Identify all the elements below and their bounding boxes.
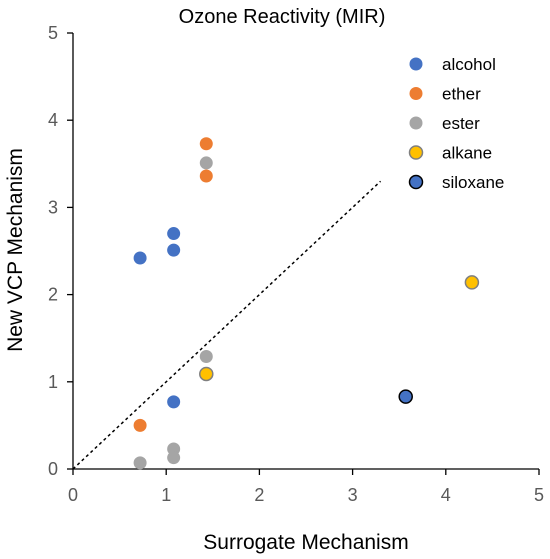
legend-marker-ester xyxy=(409,116,423,130)
x-tick-label: 1 xyxy=(161,485,171,505)
x-axis-title: Surrogate Mechanism xyxy=(203,531,408,554)
legend-label-ester: ester xyxy=(442,114,480,133)
data-point-ether xyxy=(199,137,213,151)
x-tick-label: 3 xyxy=(348,485,358,505)
legend-marker-siloxane xyxy=(408,174,424,190)
legend-marker-alcohol xyxy=(409,57,423,71)
data-point-ester xyxy=(167,451,181,465)
y-axis-title: New VCP Mechanism xyxy=(4,148,27,352)
legend-label-alkane: alkane xyxy=(442,144,492,163)
x-tick-label: 0 xyxy=(68,485,78,505)
y-tick-label: 3 xyxy=(48,197,58,217)
data-point-alcohol xyxy=(167,243,181,257)
tick-labels: 0 1 2 3 4 5 0 1 2 3 4 5 xyxy=(48,23,544,505)
legend-label-alcohol: alcohol xyxy=(442,55,496,74)
x-tick-label: 4 xyxy=(441,485,451,505)
y-tick-label: 0 xyxy=(48,459,58,479)
data-point-alcohol xyxy=(167,395,181,409)
data-point-alcohol xyxy=(133,251,147,265)
y-tick-label: 4 xyxy=(48,110,58,130)
legend-marker-alkane xyxy=(408,145,424,160)
data-point-ester xyxy=(133,456,147,470)
x-tick-label: 5 xyxy=(534,485,544,505)
legend-marker-ether xyxy=(409,87,423,100)
data-point-ester xyxy=(199,156,213,170)
reference-line xyxy=(72,180,382,470)
data-point-siloxane xyxy=(398,389,413,404)
y-tick-label: 5 xyxy=(48,23,58,43)
y-tick-label: 2 xyxy=(48,285,58,305)
x-tick-label: 2 xyxy=(254,485,264,505)
legend-label-ether: ether xyxy=(442,85,481,104)
data-point-alkane xyxy=(199,366,214,382)
data-point-alkane xyxy=(464,275,480,290)
legend: alcohol ether ester alkane siloxane xyxy=(408,55,504,192)
y-tick-label: 1 xyxy=(48,372,58,392)
data-point-ester xyxy=(199,350,213,364)
data-points xyxy=(133,137,480,470)
axes xyxy=(67,32,540,475)
data-point-ether xyxy=(199,169,213,183)
data-point-ether xyxy=(133,418,147,432)
chart-title: Ozone Reactivity (MIR) xyxy=(179,6,386,28)
data-point-alcohol xyxy=(167,227,181,241)
legend-label-siloxane: siloxane xyxy=(442,173,504,192)
